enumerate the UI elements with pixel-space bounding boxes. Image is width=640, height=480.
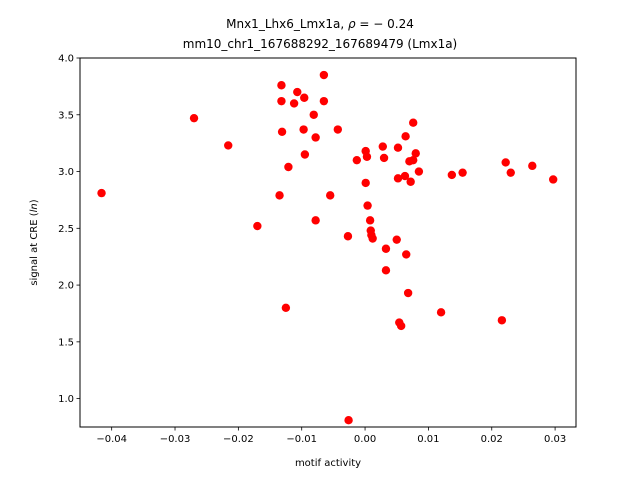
y-tick-label: 3.0 [58, 167, 74, 178]
data-point [277, 96, 286, 106]
data-point [343, 232, 353, 241]
data-point [289, 99, 299, 108]
data-point [311, 133, 320, 142]
x-tick-label: 0.03 [544, 434, 566, 445]
data-point [97, 188, 106, 198]
x-tick-label: 0.00 [354, 434, 376, 445]
data-point [400, 171, 410, 181]
data-point [368, 234, 377, 243]
y-tick-label: 3.5 [58, 110, 74, 121]
x-tick-label: 0.01 [417, 434, 439, 445]
plot-area [97, 70, 558, 425]
y-tick-label: 2.0 [58, 281, 74, 292]
data-point [414, 167, 424, 176]
chart-title-line2: mm10_chr1_167688292_167689479 (Lmx1a) [183, 37, 458, 51]
y-tick-label: 1.5 [58, 337, 74, 348]
data-point [275, 191, 284, 200]
data-point [189, 113, 199, 123]
data-point [447, 170, 457, 180]
data-point [326, 191, 335, 200]
x-tick-label: −0.01 [286, 434, 317, 445]
data-point [381, 266, 391, 275]
data-point [277, 127, 287, 136]
data-point [319, 96, 329, 106]
ylabel-italic: ln [29, 203, 40, 212]
x-tick-label: −0.04 [96, 434, 127, 445]
data-point [365, 216, 375, 225]
data-point [409, 155, 418, 165]
data-point [277, 81, 286, 90]
y-axis-label: signal at CRE (ln) [29, 199, 40, 285]
data-point [300, 150, 310, 159]
x-tick-label: 0.02 [481, 434, 503, 445]
data-point [253, 221, 262, 231]
plot-frame [79, 57, 577, 428]
x-tick-label: −0.02 [223, 434, 254, 445]
data-point [401, 132, 410, 141]
data-point [224, 141, 233, 150]
data-point [293, 87, 302, 97]
data-point [436, 308, 446, 317]
y-tick-label: 1.0 [58, 394, 74, 405]
data-point [406, 177, 415, 186]
data-point [409, 118, 418, 127]
data-point [299, 125, 308, 134]
y-tick-label: 4.0 [58, 54, 74, 65]
data-point [396, 321, 406, 331]
data-point [393, 174, 403, 183]
data-point [506, 168, 515, 177]
data-point [548, 175, 558, 184]
ylabel-prefix: signal at CRE ( [29, 212, 40, 285]
data-point [361, 178, 370, 188]
data-point [393, 143, 403, 152]
chart-title-line1: Mnx1_Lhx6_Lmx1a, ρ = − 0.24 [226, 17, 414, 31]
title-prefix: Mnx1_Lhx6_Lmx1a, [226, 17, 348, 31]
data-point [458, 168, 467, 177]
data-point [300, 93, 309, 102]
data-point [319, 70, 329, 80]
data-point [497, 316, 507, 325]
data-point [352, 155, 362, 165]
data-point [309, 110, 318, 119]
data-point [333, 125, 343, 134]
data-point [402, 250, 411, 259]
data-point [528, 161, 537, 171]
data-point [363, 201, 372, 210]
x-axis-label: motif activity [295, 458, 361, 469]
data-point [403, 288, 413, 298]
data-point [381, 244, 391, 253]
data-point [378, 142, 387, 151]
data-point [392, 235, 401, 244]
data-point [281, 303, 291, 312]
data-point [411, 149, 420, 158]
data-point [344, 415, 353, 425]
data-point [501, 158, 510, 167]
data-point [379, 153, 389, 163]
x-tick-label: −0.03 [160, 434, 191, 445]
data-point [311, 216, 320, 225]
ylabel-suffix: ) [29, 199, 40, 203]
title-suffix: = − 0.24 [356, 17, 414, 31]
y-tick-label: 2.5 [58, 224, 74, 235]
data-point [362, 152, 372, 161]
data-point [284, 162, 293, 172]
title-rho: ρ [348, 17, 356, 31]
